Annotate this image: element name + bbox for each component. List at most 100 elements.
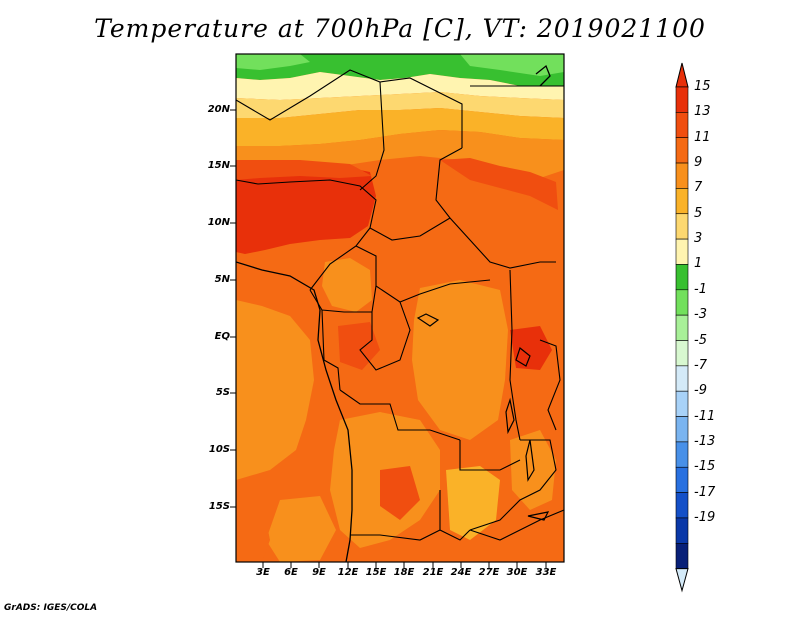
colorbar-swatch [675,466,689,493]
field-band-m1b [460,54,564,76]
chart-title: Temperature at 700hPa [C], VT: 201902110… [94,14,706,43]
boundary-niger-chad [359,81,385,191]
lon-label: 33E [535,567,557,578]
field-pocket-7a [446,466,500,540]
field-pocket-9c [236,300,314,480]
colorbar-label: -7 [694,357,707,373]
lake-kariba [527,511,550,521]
lon-label: 6E [284,567,298,578]
colorbar [675,62,689,593]
boundary-tanzania [539,339,561,431]
colorbar-label: 3 [694,231,703,247]
boundary-zimbabwe [469,509,564,541]
field-band-3 [236,72,564,100]
temperature-field [236,54,564,562]
axis-ticks [230,109,547,568]
colorbar-label: -15 [694,459,716,475]
colorbar-swatch [675,517,689,544]
boundary-angola-zambia [459,440,521,471]
coast-red-sea [535,64,551,87]
lat-label: EQ [214,331,230,342]
map-frame [235,53,565,563]
lat-label: 10S [208,444,230,455]
colorbar-swatch [675,365,689,392]
colorbar-swatch [675,162,689,189]
lat-label: 5N [214,274,230,285]
colorbar-label: 15 [694,79,711,94]
field-pocket-9f [266,496,336,562]
colorbar-label: -3 [694,307,707,323]
boundary-drc-east [509,269,521,441]
colorbar-label: 13 [694,104,711,120]
colorbar-label: -11 [694,408,716,424]
boundary-zambia [469,439,557,531]
field-pocket-9e [510,430,556,510]
field-pocket-15a [510,326,552,370]
boundary-sudan [435,147,556,269]
lon-label: 21E [422,567,444,578]
colorbar-swatch [675,416,689,443]
lon-label: 12E [337,567,359,578]
boundary-angola-namibia [439,490,471,541]
colorbar-swatch [675,188,689,215]
colorbar-label: -17 [694,484,716,500]
lake-inland-a [416,313,440,327]
field-band-15 [236,166,376,254]
colorbar-label: 11 [694,129,711,145]
field-band-m1 [236,54,310,70]
colorbar-swatch [675,289,689,316]
colorbar-swatch [675,213,689,240]
lon-label: 9E [312,567,326,578]
lake-victoria [515,346,531,367]
colorbar-label: -1 [694,281,707,297]
coastline [236,64,551,562]
colorbar-top-triangle [675,62,689,88]
lon-label: 30E [506,567,528,578]
field-pocket-11a [236,500,270,562]
lakes [416,313,550,521]
grads-credit: GrADS: IGES/COLA [4,603,98,613]
field-band-13b [440,158,558,210]
colorbar-swatch [675,314,689,341]
colorbar-label: -19 [694,509,716,525]
colorbar-swatch [675,238,689,265]
country-boundaries [236,69,564,541]
colorbar-label: -5 [694,332,707,348]
lat-label: 15N [207,160,230,171]
colorbar-swatch [675,340,689,367]
colorbar-swatch [675,390,689,417]
colorbar-label: -9 [694,383,707,399]
colorbar-swatch [675,441,689,468]
lon-label: 27E [478,567,500,578]
colorbar-label: 9 [694,155,703,171]
field-band-13 [236,160,372,180]
field-pocket-9b [412,280,508,440]
field-band-5 [236,92,564,118]
field-pocket-9a [322,258,372,312]
field-pocket-13a [380,466,420,520]
coast-west [236,261,353,562]
boundary-sahara-a [236,69,463,148]
boundary-chad-car [369,217,451,241]
colorbar-swatch [675,86,689,113]
lat-label: 15S [208,501,230,512]
lon-label: 3E [256,567,270,578]
lon-label: 24E [450,567,472,578]
lat-label: 5S [215,387,230,398]
lat-label: 20N [207,104,230,115]
field-pocket-13b [338,322,380,370]
colorbar-swatch [675,264,689,291]
lon-label: 18E [393,567,415,578]
lake-tanganyika [505,397,515,435]
lake-malawi [525,439,535,482]
colorbar-swatch [675,137,689,164]
colorbar-swatch [675,542,689,569]
lat-label: 10N [207,217,230,228]
boundary-nigeria-cameroon [236,179,377,291]
field-band-7 [236,108,564,146]
colorbar-label: 1 [694,256,703,272]
lon-label: 15E [365,567,387,578]
colorbar-label: -13 [694,433,716,449]
boundary-congo [359,301,411,371]
